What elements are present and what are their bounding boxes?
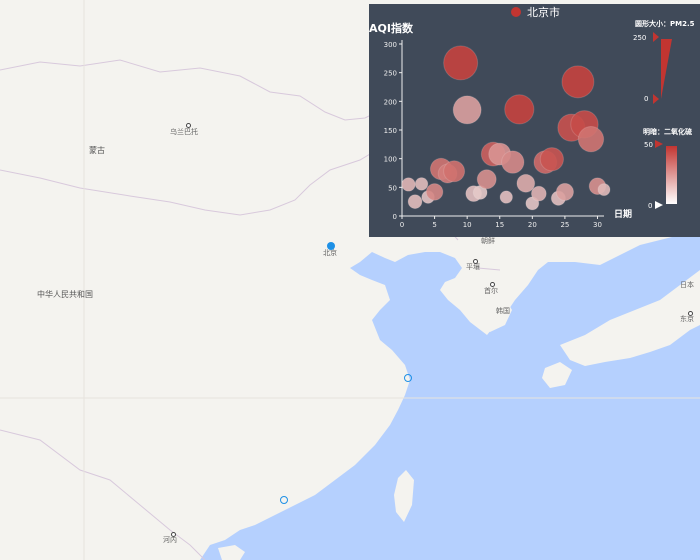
label-mongolia: 蒙古 bbox=[89, 146, 105, 155]
country-border-mongolia bbox=[0, 59, 406, 216]
chart-title: AQI指数 bbox=[369, 21, 414, 35]
city-dot-seoul bbox=[490, 282, 495, 287]
x-tick-label: 30 bbox=[593, 221, 602, 229]
scatter-point[interactable] bbox=[407, 194, 423, 210]
shanghai-marker[interactable] bbox=[404, 374, 412, 382]
taiwan-island bbox=[394, 470, 414, 522]
size-legend-handle-bottom[interactable] bbox=[653, 94, 659, 104]
scatter-point[interactable] bbox=[539, 147, 564, 172]
scatter-point[interactable] bbox=[425, 183, 444, 201]
color-legend-min: 0 bbox=[648, 202, 652, 210]
label-pyongyang: 平壤 bbox=[466, 263, 480, 271]
size-legend-triangle[interactable] bbox=[661, 39, 672, 99]
scatter-point[interactable] bbox=[555, 182, 575, 202]
label-seoul: 首尔 bbox=[484, 287, 498, 295]
x-tick-label: 25 bbox=[560, 221, 569, 229]
scatter-point[interactable] bbox=[452, 95, 482, 125]
city-dot-tokyo bbox=[688, 311, 693, 316]
x-tick-label: 5 bbox=[432, 221, 436, 229]
x-tick-label: 0 bbox=[400, 221, 404, 229]
city-dot-pyongyang bbox=[473, 259, 478, 264]
y-tick-label: 100 bbox=[384, 156, 397, 164]
x-tick-label: 15 bbox=[495, 221, 504, 229]
color-legend-max: 50 bbox=[644, 141, 653, 149]
size-legend-handle-top[interactable] bbox=[653, 32, 659, 42]
y-tick-label: 200 bbox=[384, 98, 397, 106]
color-legend-handle-top[interactable] bbox=[655, 140, 663, 148]
y-tick-label: 250 bbox=[384, 70, 397, 78]
scatter-point[interactable] bbox=[443, 160, 466, 183]
scatter-point[interactable] bbox=[504, 94, 535, 125]
hainan-island bbox=[218, 545, 245, 560]
japan-islands bbox=[560, 270, 700, 366]
legend-series-label[interactable]: 北京市 bbox=[527, 5, 560, 19]
y-tick-label: 50 bbox=[388, 184, 397, 192]
japan-south-island bbox=[542, 362, 572, 388]
color-legend-handle-bottom[interactable] bbox=[655, 201, 663, 209]
label-hanoi: 河内 bbox=[163, 536, 177, 544]
y-tick-label: 300 bbox=[384, 41, 397, 49]
scatter-point[interactable] bbox=[577, 125, 605, 153]
scatter-point[interactable] bbox=[401, 177, 416, 192]
label-japan: 日本 bbox=[680, 281, 694, 289]
scatter-point[interactable] bbox=[501, 150, 525, 174]
scatter-point[interactable] bbox=[499, 190, 513, 204]
label-beijing: 北京 bbox=[323, 249, 337, 257]
scatter-point[interactable] bbox=[561, 65, 595, 99]
scatter-point[interactable] bbox=[530, 185, 547, 202]
sea-area bbox=[200, 230, 700, 560]
x-tick-label: 10 bbox=[463, 221, 472, 229]
y-tick-label: 150 bbox=[384, 127, 397, 135]
size-legend-label: 圆形大小：PM2.5 bbox=[635, 19, 695, 28]
scatter-point[interactable] bbox=[443, 45, 479, 81]
color-legend-label: 明暗：二氧化硫 bbox=[643, 127, 692, 136]
size-legend-min: 0 bbox=[644, 95, 648, 103]
label-china: 中华人民共和国 bbox=[37, 290, 93, 299]
city-dot-ulaanbaatar bbox=[186, 123, 191, 128]
label-north-korea: 朝鲜 bbox=[481, 237, 495, 245]
label-tokyo: 东京 bbox=[680, 315, 694, 323]
legend-series-marker[interactable] bbox=[511, 7, 521, 17]
y-tick-label: 0 bbox=[393, 213, 397, 221]
aqi-chart-panel: 北京市 AQI指数 0 50 100 150 200 250 300 0 5 10 15 20 25 30… bbox=[369, 4, 700, 237]
beijing-marker[interactable] bbox=[327, 242, 335, 250]
size-legend-max: 250 bbox=[633, 34, 646, 42]
x-tick-label: 20 bbox=[528, 221, 537, 229]
country-border-south bbox=[0, 429, 206, 560]
scatter-point[interactable] bbox=[597, 183, 611, 197]
scatter-point[interactable] bbox=[516, 173, 536, 193]
scatter-point[interactable] bbox=[476, 169, 497, 190]
color-legend-gradient[interactable] bbox=[666, 146, 677, 204]
x-axis-label: 日期 bbox=[614, 208, 632, 220]
label-south-korea: 韩国 bbox=[496, 307, 510, 315]
scatter-point[interactable] bbox=[414, 177, 429, 191]
guangzhou-marker[interactable] bbox=[280, 496, 288, 504]
label-ulaanbaatar: 乌兰巴托 bbox=[170, 128, 198, 136]
city-dot-hanoi bbox=[171, 532, 176, 537]
